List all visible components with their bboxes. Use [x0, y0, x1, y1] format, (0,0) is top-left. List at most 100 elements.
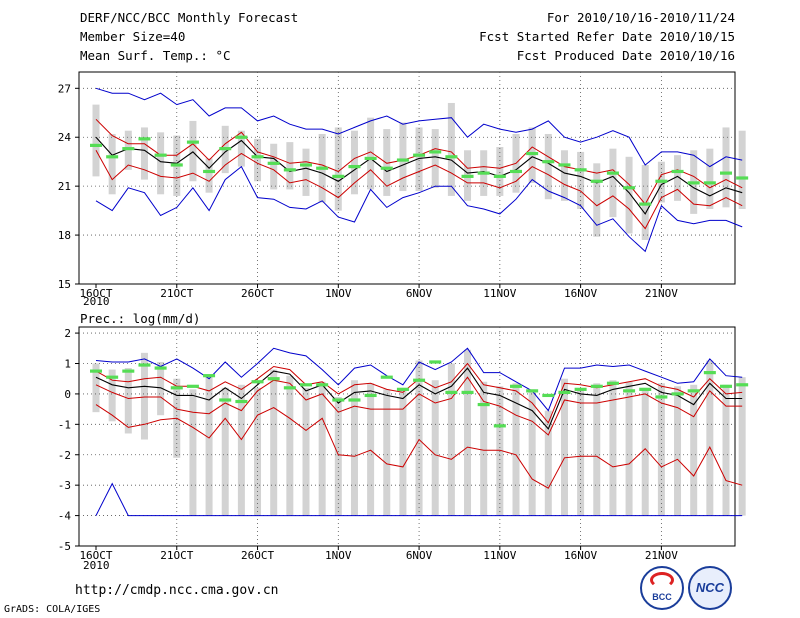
chart-title: DERF/NCC/BCC Monthly Forecast [80, 10, 299, 25]
temp-median-marker [493, 174, 506, 178]
temp-y-tick-label: 27 [58, 82, 71, 95]
temp-spread-box [706, 148, 714, 209]
temp-median-marker [720, 171, 732, 175]
temp-x-tick-label: 21NOV [645, 287, 678, 300]
temp-spread-box [124, 130, 132, 170]
temp-median-marker [413, 153, 426, 157]
precip-spread-box [560, 378, 568, 516]
temp-median-marker [606, 171, 619, 175]
temp-median-marker [703, 181, 716, 185]
forecast-produced-date: Fcst Produced Date 2010/10/16 [516, 48, 735, 63]
precip-median-marker [574, 387, 587, 391]
precip-year-label: 2010 [83, 559, 110, 572]
precip-lower-line [95, 376, 743, 436]
temp-x-tick-label: 26OCT [241, 287, 274, 300]
precip-median-marker [687, 389, 700, 393]
precip-spread-box [399, 387, 407, 516]
precip-y-tick-label: -4 [58, 510, 72, 523]
precip-spread-low-line [95, 404, 743, 489]
temp-median-marker [300, 163, 312, 167]
temp-max-line [95, 87, 743, 168]
precip-spread-box [738, 377, 746, 516]
precip-median-marker [380, 375, 393, 379]
temp-median-marker [542, 160, 555, 164]
precip-median-marker [413, 378, 426, 382]
precip-y-tick-label: -3 [58, 479, 71, 492]
precip-spread-box [189, 389, 197, 516]
temp-y-tick-label: 24 [58, 131, 72, 144]
forecast-started-date: Fcst Started Refer Date 2010/10/15 [479, 29, 735, 44]
precip-spread-box [544, 410, 552, 516]
precip-median-marker [671, 392, 684, 396]
temp-median-marker [122, 147, 135, 151]
temp-spread-box [544, 133, 552, 200]
temp-median-marker [687, 181, 700, 185]
temp-median-marker [348, 164, 361, 169]
precip-spread-box [383, 389, 391, 516]
temp-median-marker [623, 186, 636, 190]
temp-spread-box [270, 143, 278, 190]
precip-median-marker [558, 390, 571, 394]
temp-median-marker [364, 156, 377, 161]
precip-median-marker [348, 398, 361, 402]
temp-x-tick-label: 11NOV [483, 287, 516, 300]
precip-y-tick-label: 2 [64, 327, 71, 340]
temp-x-tick-label: 1NOV [325, 287, 352, 300]
precip-x-tick-label: 16NOV [564, 549, 597, 562]
temp-spread-box [92, 104, 100, 177]
source-url[interactable]: http://cmdp.ncc.cma.gov.cn [75, 583, 279, 598]
temp-median-marker [332, 174, 345, 178]
precip-y-tick-label: 1 [64, 358, 71, 371]
precip-spread-box [108, 369, 116, 422]
precip-plot-frame [78, 326, 736, 547]
precip-spread-box [674, 386, 682, 516]
temp-median-marker [186, 140, 199, 144]
precip-spread-box [302, 387, 310, 516]
temp-median-marker [639, 202, 652, 206]
precip-spread-box [221, 387, 229, 516]
ncc-logo: NCC [688, 566, 732, 610]
temp-x-tick-label: 6NOV [406, 287, 433, 300]
temp-spread-box [108, 133, 116, 195]
temp-x-tick-label: 21OCT [160, 287, 193, 300]
temp-mean-line [95, 136, 743, 215]
precip-y-tick-label: -1 [58, 418, 71, 431]
temp-spread-box [560, 150, 568, 201]
precip-spread-box [464, 349, 472, 516]
precip-median-marker [186, 384, 199, 388]
precip-spread-box [205, 375, 213, 516]
precip-x-tick-label: 11NOV [483, 549, 516, 562]
precip-panel-title: Prec.: log(mm/d) [80, 311, 201, 326]
temp-median-marker [574, 168, 587, 172]
temp-spread-box [738, 130, 746, 209]
temp-spread-box [140, 127, 148, 180]
temp-median-marker [461, 174, 474, 178]
temp-median-marker [267, 161, 280, 165]
temp-median-marker [170, 163, 183, 167]
temp-median-marker [429, 150, 442, 154]
precip-spread-box [270, 369, 278, 516]
bcc-logo: BCC [640, 566, 684, 610]
precip-y-tick-label: -2 [58, 449, 71, 462]
temp-spread-box [286, 142, 294, 190]
precip-spread-box [140, 352, 148, 440]
temp-median-marker [396, 158, 409, 162]
precip-median-marker [203, 374, 216, 378]
precip-median-marker [267, 377, 280, 381]
temp-grid [79, 72, 735, 284]
precip-median-marker [606, 381, 619, 385]
precip-spread-box [577, 390, 585, 516]
precip-median-marker [477, 402, 490, 407]
temp-median-marker [90, 143, 102, 147]
precip-median-marker [542, 393, 555, 398]
precip-median-marker [736, 383, 749, 387]
temp-spread-box [609, 148, 617, 218]
precip-spread-box [92, 363, 100, 413]
temp-median-marker [251, 155, 264, 159]
bcc-swirl-icon [650, 572, 674, 588]
temp-spread-box [205, 158, 213, 193]
temp-median-marker [138, 137, 151, 141]
temp-lower-line [95, 150, 743, 230]
precip-median-marker [526, 389, 539, 393]
temp-median-marker [558, 163, 571, 167]
